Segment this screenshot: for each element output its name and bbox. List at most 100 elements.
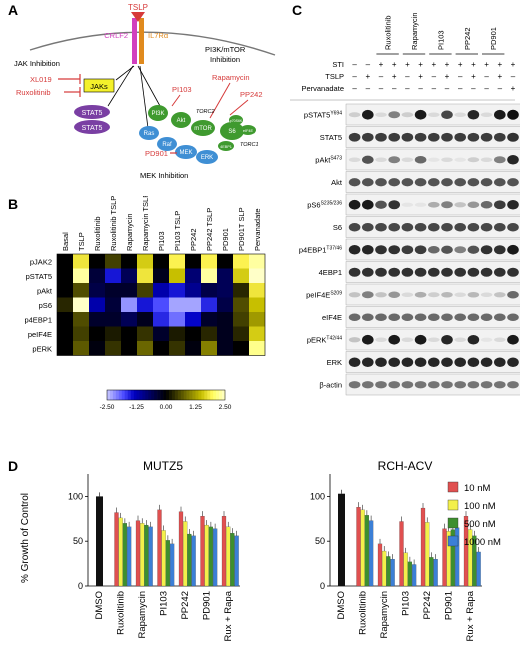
control-bar [96, 496, 103, 586]
blot-condition-sign: + [418, 72, 423, 81]
blot-condition-sign: + [445, 60, 450, 69]
heatmap-row-label: pS6 [39, 301, 52, 310]
blot-band [375, 357, 387, 367]
panel-c-label: C [292, 2, 303, 18]
blot-label: S6 [333, 223, 342, 232]
blot-group-label: PD901 [489, 27, 498, 50]
tslp-ligand [131, 12, 145, 22]
legend-swatch [447, 517, 459, 529]
blot-band [441, 381, 453, 389]
data-bar [144, 524, 149, 587]
blot-band [480, 112, 493, 118]
heatmap-cell [185, 341, 201, 356]
blot-band [480, 223, 493, 232]
data-bar [226, 526, 231, 587]
colorscale-tick-label: 2.50 [219, 404, 232, 411]
y-tick-label: 0 [320, 581, 325, 591]
blot-band [454, 202, 466, 208]
blot-band [467, 381, 480, 389]
blot-label: pAktS473 [315, 155, 342, 164]
heatmap-cell [89, 312, 105, 327]
mek-node [175, 145, 197, 159]
heatmap-cell [169, 312, 185, 327]
blot-band [375, 112, 387, 118]
heatmap-cell [233, 341, 249, 356]
heatmap-cell [153, 341, 169, 356]
heatmap-cell [105, 297, 121, 312]
heatmap-cell [233, 268, 249, 283]
colorscale-segment [148, 390, 152, 400]
heatmap-cell [121, 268, 137, 283]
blot-band [388, 223, 400, 232]
heatmap-cell [89, 341, 105, 356]
heatmap-cell [137, 254, 153, 269]
blot-band [428, 132, 440, 142]
blot-band [441, 335, 453, 345]
4ebp1-node-label: 4EBP1 [220, 145, 232, 149]
heatmap-cell [105, 312, 121, 327]
blot-group-label: Ruxolitinib [384, 15, 393, 50]
heatmap-cell [217, 341, 233, 356]
heatmap-cell [121, 326, 137, 341]
blot-condition-sign: – [366, 84, 371, 93]
heatmap-cell [185, 283, 201, 298]
blot-band [348, 132, 361, 142]
x-tick-label: DMSO [336, 591, 347, 620]
blot-condition-sign: – [352, 72, 357, 81]
heatmap-cell [105, 268, 121, 283]
colorscale-segment [186, 390, 190, 400]
blot-condition-sign: + [365, 72, 370, 81]
blot-label: 4EBP1 [319, 268, 342, 277]
blot-band [441, 178, 453, 187]
data-bar [356, 507, 361, 587]
blot-band [414, 109, 427, 120]
legend-swatch [447, 481, 459, 493]
blot-condition-sign: – [511, 72, 516, 81]
blot-band [388, 132, 400, 142]
pp242-label: PP242 [240, 90, 263, 99]
blot-band [401, 132, 414, 142]
colorscale-segment [183, 390, 187, 400]
blot-band [494, 109, 506, 120]
blot-band [494, 200, 506, 210]
heatmap-cell [201, 312, 217, 327]
blot-band [480, 337, 493, 342]
blot-band [375, 337, 387, 343]
blot-band [428, 245, 440, 254]
eif4e-node-label: eIF4E [243, 129, 254, 133]
blot-band [428, 112, 440, 118]
heatmap-cell [185, 326, 201, 341]
data-bar [399, 521, 404, 587]
blot-band [401, 357, 414, 367]
blot-band [467, 110, 480, 120]
blot-band [362, 334, 374, 345]
data-bar [135, 520, 141, 587]
akt-node-label: Akt [177, 118, 186, 124]
blot-band [401, 267, 414, 277]
heatmap-cell [73, 283, 89, 298]
data-bar [364, 515, 369, 587]
blot-condition-sign: – [471, 84, 476, 93]
data-bar [476, 551, 481, 587]
colorscale-segment [166, 390, 170, 400]
heatmap-column-label: Ruxolitinib TSLP [109, 196, 118, 251]
heatmap-cell [169, 326, 185, 341]
blot-band [454, 178, 466, 187]
blot-band [414, 334, 427, 345]
heatmap-cell [153, 268, 169, 283]
blot-band [467, 335, 480, 345]
y-tick-label: 0 [78, 581, 83, 591]
torc2-label: TORC2 [196, 109, 215, 115]
colorscale-segment [168, 390, 173, 400]
crlf2-receptor [132, 18, 137, 64]
heatmap-cell [249, 312, 265, 327]
x-tick-label: DMSO [94, 591, 105, 620]
blot-condition-sign: – [379, 84, 384, 93]
data-bar [161, 530, 166, 587]
blot-condition-sign: – [445, 84, 450, 93]
heatmap-cell [217, 326, 233, 341]
blot-band [494, 223, 506, 232]
blot-band [362, 357, 374, 367]
x-tick-label: PI103 [401, 591, 412, 616]
blot-band [388, 156, 400, 164]
